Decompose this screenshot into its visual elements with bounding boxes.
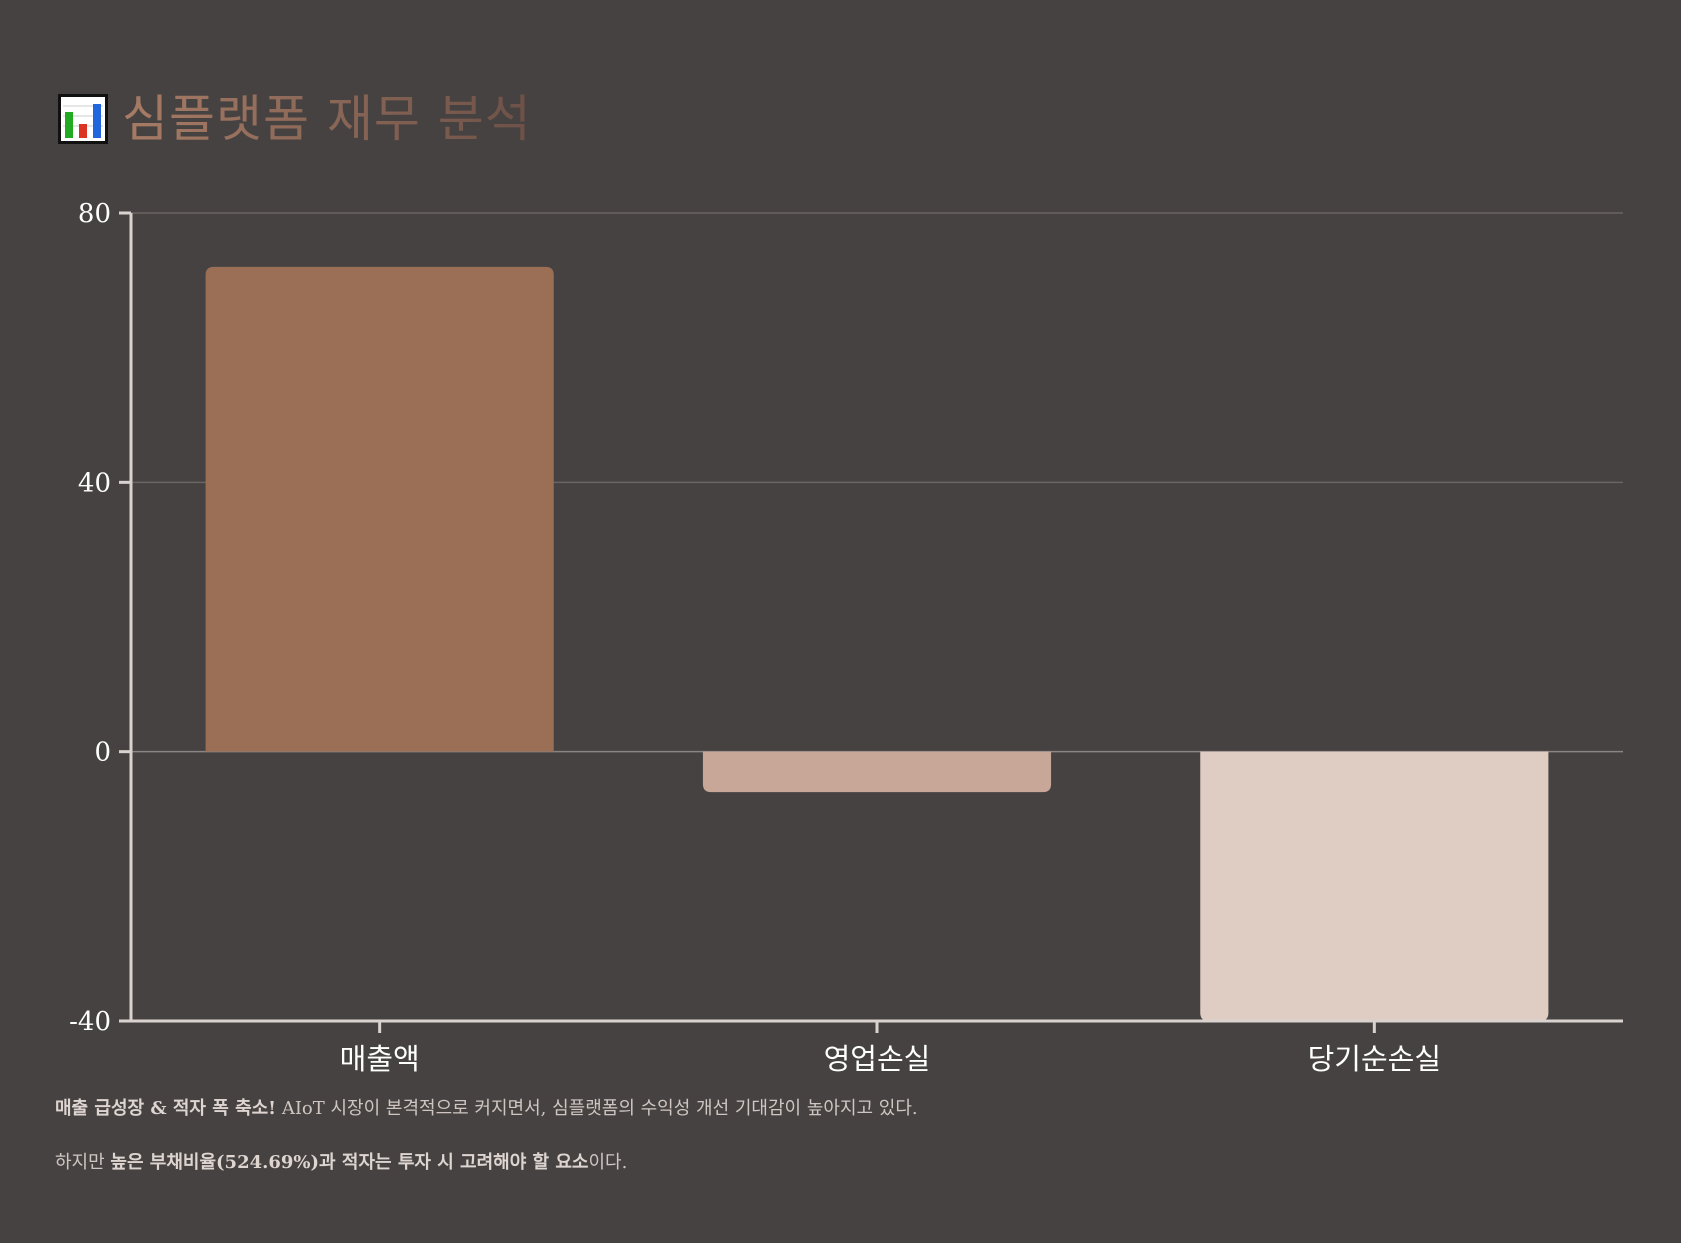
summary-note-2-bold: 높은 부채비율(524.69%)과 적자는 투자 시 고려해야 할 요소 — [110, 1152, 589, 1173]
bar-3 — [1200, 751, 1549, 1021]
summary-note-2: 하지만 높은 부채비율(524.69%)과 적자는 투자 시 고려해야 할 요소… — [55, 1148, 627, 1174]
bar-chart-icon — [58, 94, 108, 144]
y-tick-label: 80 — [78, 199, 111, 229]
y-tick-label: -40 — [69, 1007, 111, 1037]
page-title: 심플랫폼 재무 분석 — [58, 86, 532, 152]
y-tick-label: 40 — [78, 468, 111, 498]
x-tick-label: 당기순손실 — [1308, 1042, 1441, 1076]
summary-note-2-pre: 하지만 — [55, 1152, 111, 1173]
summary-note-2-post: 이다. — [588, 1152, 628, 1173]
chart-title: 심플랫폼 재무 분석 — [122, 90, 532, 148]
y-tick-label: 0 — [94, 738, 111, 768]
bar-2 — [702, 751, 1052, 793]
summary-note-1: 매출 급성장 & 적자 폭 축소! AIoT 시장이 본격적으로 커지면서, 심… — [55, 1094, 918, 1120]
summary-note-1-text: AIoT 시장이 본격적으로 커지면서, 심플랫폼의 수익성 개선 기대감이 높… — [276, 1098, 918, 1119]
bar-1 — [205, 266, 554, 752]
x-tick-label: 영업손실 — [824, 1042, 931, 1076]
summary-note-1-bold: 매출 급성장 & 적자 폭 축소! — [55, 1098, 277, 1119]
x-tick-label: 매출액 — [340, 1042, 420, 1076]
bar-chart: 80 40 0 -40 매출액 영업손실 당기순손실 — [69, 199, 1623, 1076]
